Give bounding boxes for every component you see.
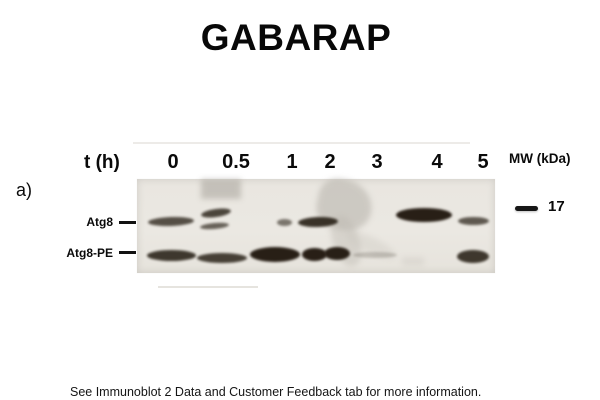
band-atg8-lane0 <box>147 216 195 227</box>
band-atg8pe-lane3-faint <box>353 252 397 258</box>
band-atg8pe-lane0-5 <box>197 253 247 263</box>
band-atg8-lane5 <box>458 217 489 225</box>
footer-note: See Immunoblot 2 Data and Customer Feedb… <box>70 384 482 399</box>
row-label-atg8-pe: Atg8-PE <box>66 246 113 260</box>
time-axis-label: t (h) <box>84 152 120 173</box>
band-atg8-lane4 <box>396 208 452 222</box>
band-atg8pe-lane2-right <box>324 247 350 260</box>
blot-artifact-speckle <box>402 257 424 266</box>
time-label-2: 2 <box>324 151 336 173</box>
band-atg8pe-lane0 <box>147 250 196 261</box>
atg8-pe-tick-mark <box>119 251 136 254</box>
band-atg8-lane0-5-lower <box>199 221 230 231</box>
time-label-0: 0 <box>167 151 179 173</box>
faint-top-rule <box>133 142 470 144</box>
panel-label: a) <box>16 180 33 200</box>
blot-artifact-top-smear <box>201 179 241 199</box>
time-label-1: 1 <box>286 151 298 173</box>
band-atg8-lane0-5-upper <box>200 206 232 220</box>
mw-marker-value: 17 <box>548 198 565 215</box>
band-atg8pe-lane2-left <box>302 248 327 261</box>
band-atg8pe-lane1 <box>250 247 300 262</box>
faint-under-blot-line <box>158 286 258 288</box>
row-label-atg8: Atg8 <box>86 215 113 229</box>
time-label-0-5: 0.5 <box>222 151 250 173</box>
atg8-tick-mark <box>119 221 136 224</box>
figure-title: GABARAP <box>200 17 392 58</box>
mw-axis-label: MW (kDa) <box>509 151 571 166</box>
time-label-4: 4 <box>431 151 443 173</box>
time-label-3: 3 <box>371 151 383 173</box>
band-atg8pe-lane5 <box>457 250 489 263</box>
band-atg8-lane1 <box>277 219 292 226</box>
time-label-5: 5 <box>477 151 489 173</box>
mw-marker-band <box>515 206 538 211</box>
blot-image <box>137 174 495 273</box>
